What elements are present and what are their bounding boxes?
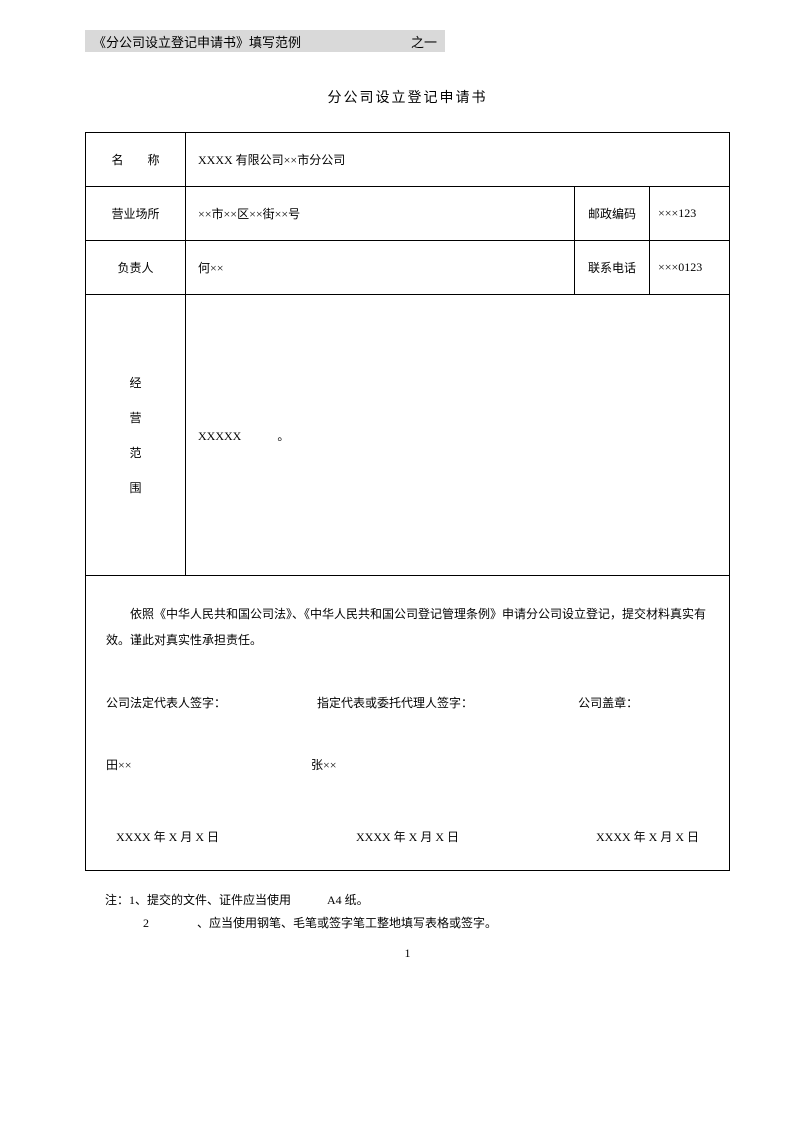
declaration-cell: 依照《中华人民共和国公司法》、《中华人民共和国公司登记管理条例》申请分公司设立登… [86, 576, 730, 871]
name-value: XXXX 有限公司××市分公司 [186, 133, 729, 186]
signature-names-row: 田×× 张×× [106, 756, 709, 773]
document-title: 分公司设立登记申请书 [85, 87, 730, 107]
note-line-2: 2 、应当使用钢笔、毛笔或签字笔工整地填写表格或签字。 [105, 912, 730, 935]
sig2-name: 张×× [311, 756, 510, 773]
scope-char: 经 [129, 374, 141, 391]
table-row: 依照《中华人民共和国公司法》、《中华人民共和国公司登记管理条例》申请分公司设立登… [86, 576, 730, 871]
sig1-name: 田×× [106, 756, 311, 773]
postcode-label-cell: 邮政编码 [575, 187, 650, 241]
scope-char: 围 [129, 479, 141, 496]
person-value-cell: 何×× [186, 241, 575, 295]
sig2-label: 指定代表或委托代理人签字： [317, 694, 516, 711]
table-row: 经 营 范 围 XXXXX 。 [86, 295, 730, 576]
date3: XXXX 年 X 月 X 日 [596, 828, 699, 845]
place-value-cell: ××市××区××街××号 [186, 187, 575, 241]
note-line-1: 注：1、提交的文件、证件应当使用 A4 纸。 [105, 889, 730, 912]
table-row: 营业场所 ××市××区××街××号 邮政编码 ×××123 [86, 187, 730, 241]
scope-value-cell: XXXXX 。 [186, 295, 730, 576]
scope-label-cell: 经 营 范 围 [86, 295, 186, 576]
table-row: 名 称 XXXX 有限公司××市分公司 [86, 133, 730, 187]
scope-char: 范 [129, 444, 141, 461]
dates-row: XXXX 年 X 月 X 日 XXXX 年 X 月 X 日 XXXX 年 X 月… [106, 828, 709, 845]
application-form-table: 名 称 XXXX 有限公司××市分公司 营业场所 ××市××区××街××号 邮政… [85, 132, 730, 871]
scope-label: 经 营 范 围 [86, 295, 185, 575]
name-value-cell: XXXX 有限公司××市分公司 [186, 133, 730, 187]
header-bar: 《分公司设立登记申请书》填写范例 之一 [85, 30, 445, 52]
name-label: 名 称 [86, 133, 185, 186]
notes-section: 注：1、提交的文件、证件应当使用 A4 纸。 2 、应当使用钢笔、毛笔或签字笔工… [85, 889, 730, 935]
scope-char: 营 [129, 409, 141, 426]
signature-labels-row: 公司法定代表人签字： 指定代表或委托代理人签字： 公司盖章： [106, 694, 709, 711]
date1: XXXX 年 X 月 X 日 [116, 828, 219, 845]
place-value: ××市××区××街××号 [186, 187, 574, 240]
date2: XXXX 年 X 月 X 日 [356, 828, 459, 845]
phone-label-cell: 联系电话 [575, 241, 650, 295]
header-right: 之一 [397, 32, 437, 51]
page-number: 1 [85, 946, 730, 961]
postcode-value-cell: ×××123 [650, 187, 730, 241]
postcode-value: ×××123 [650, 188, 729, 239]
scope-value: XXXXX 。 [186, 409, 729, 462]
person-value: 何×× [186, 241, 574, 294]
place-label: 营业场所 [86, 187, 185, 240]
name-label-cell: 名 称 [86, 133, 186, 187]
declaration-text: 依照《中华人民共和国公司法》、《中华人民共和国公司登记管理条例》申请分公司设立登… [106, 601, 709, 654]
sig1-label: 公司法定代表人签字： [106, 694, 305, 711]
phone-value-cell: ×××0123 [650, 241, 730, 295]
phone-label: 联系电话 [575, 241, 649, 294]
header-left: 《分公司设立登记申请书》填写范例 [93, 32, 397, 51]
phone-value: ×××0123 [650, 242, 729, 293]
table-row: 负责人 何×× 联系电话 ×××0123 [86, 241, 730, 295]
postcode-label: 邮政编码 [575, 187, 649, 240]
sig3-label: 公司盖章： [528, 694, 709, 711]
person-label-cell: 负责人 [86, 241, 186, 295]
person-label: 负责人 [86, 241, 185, 294]
place-label-cell: 营业场所 [86, 187, 186, 241]
